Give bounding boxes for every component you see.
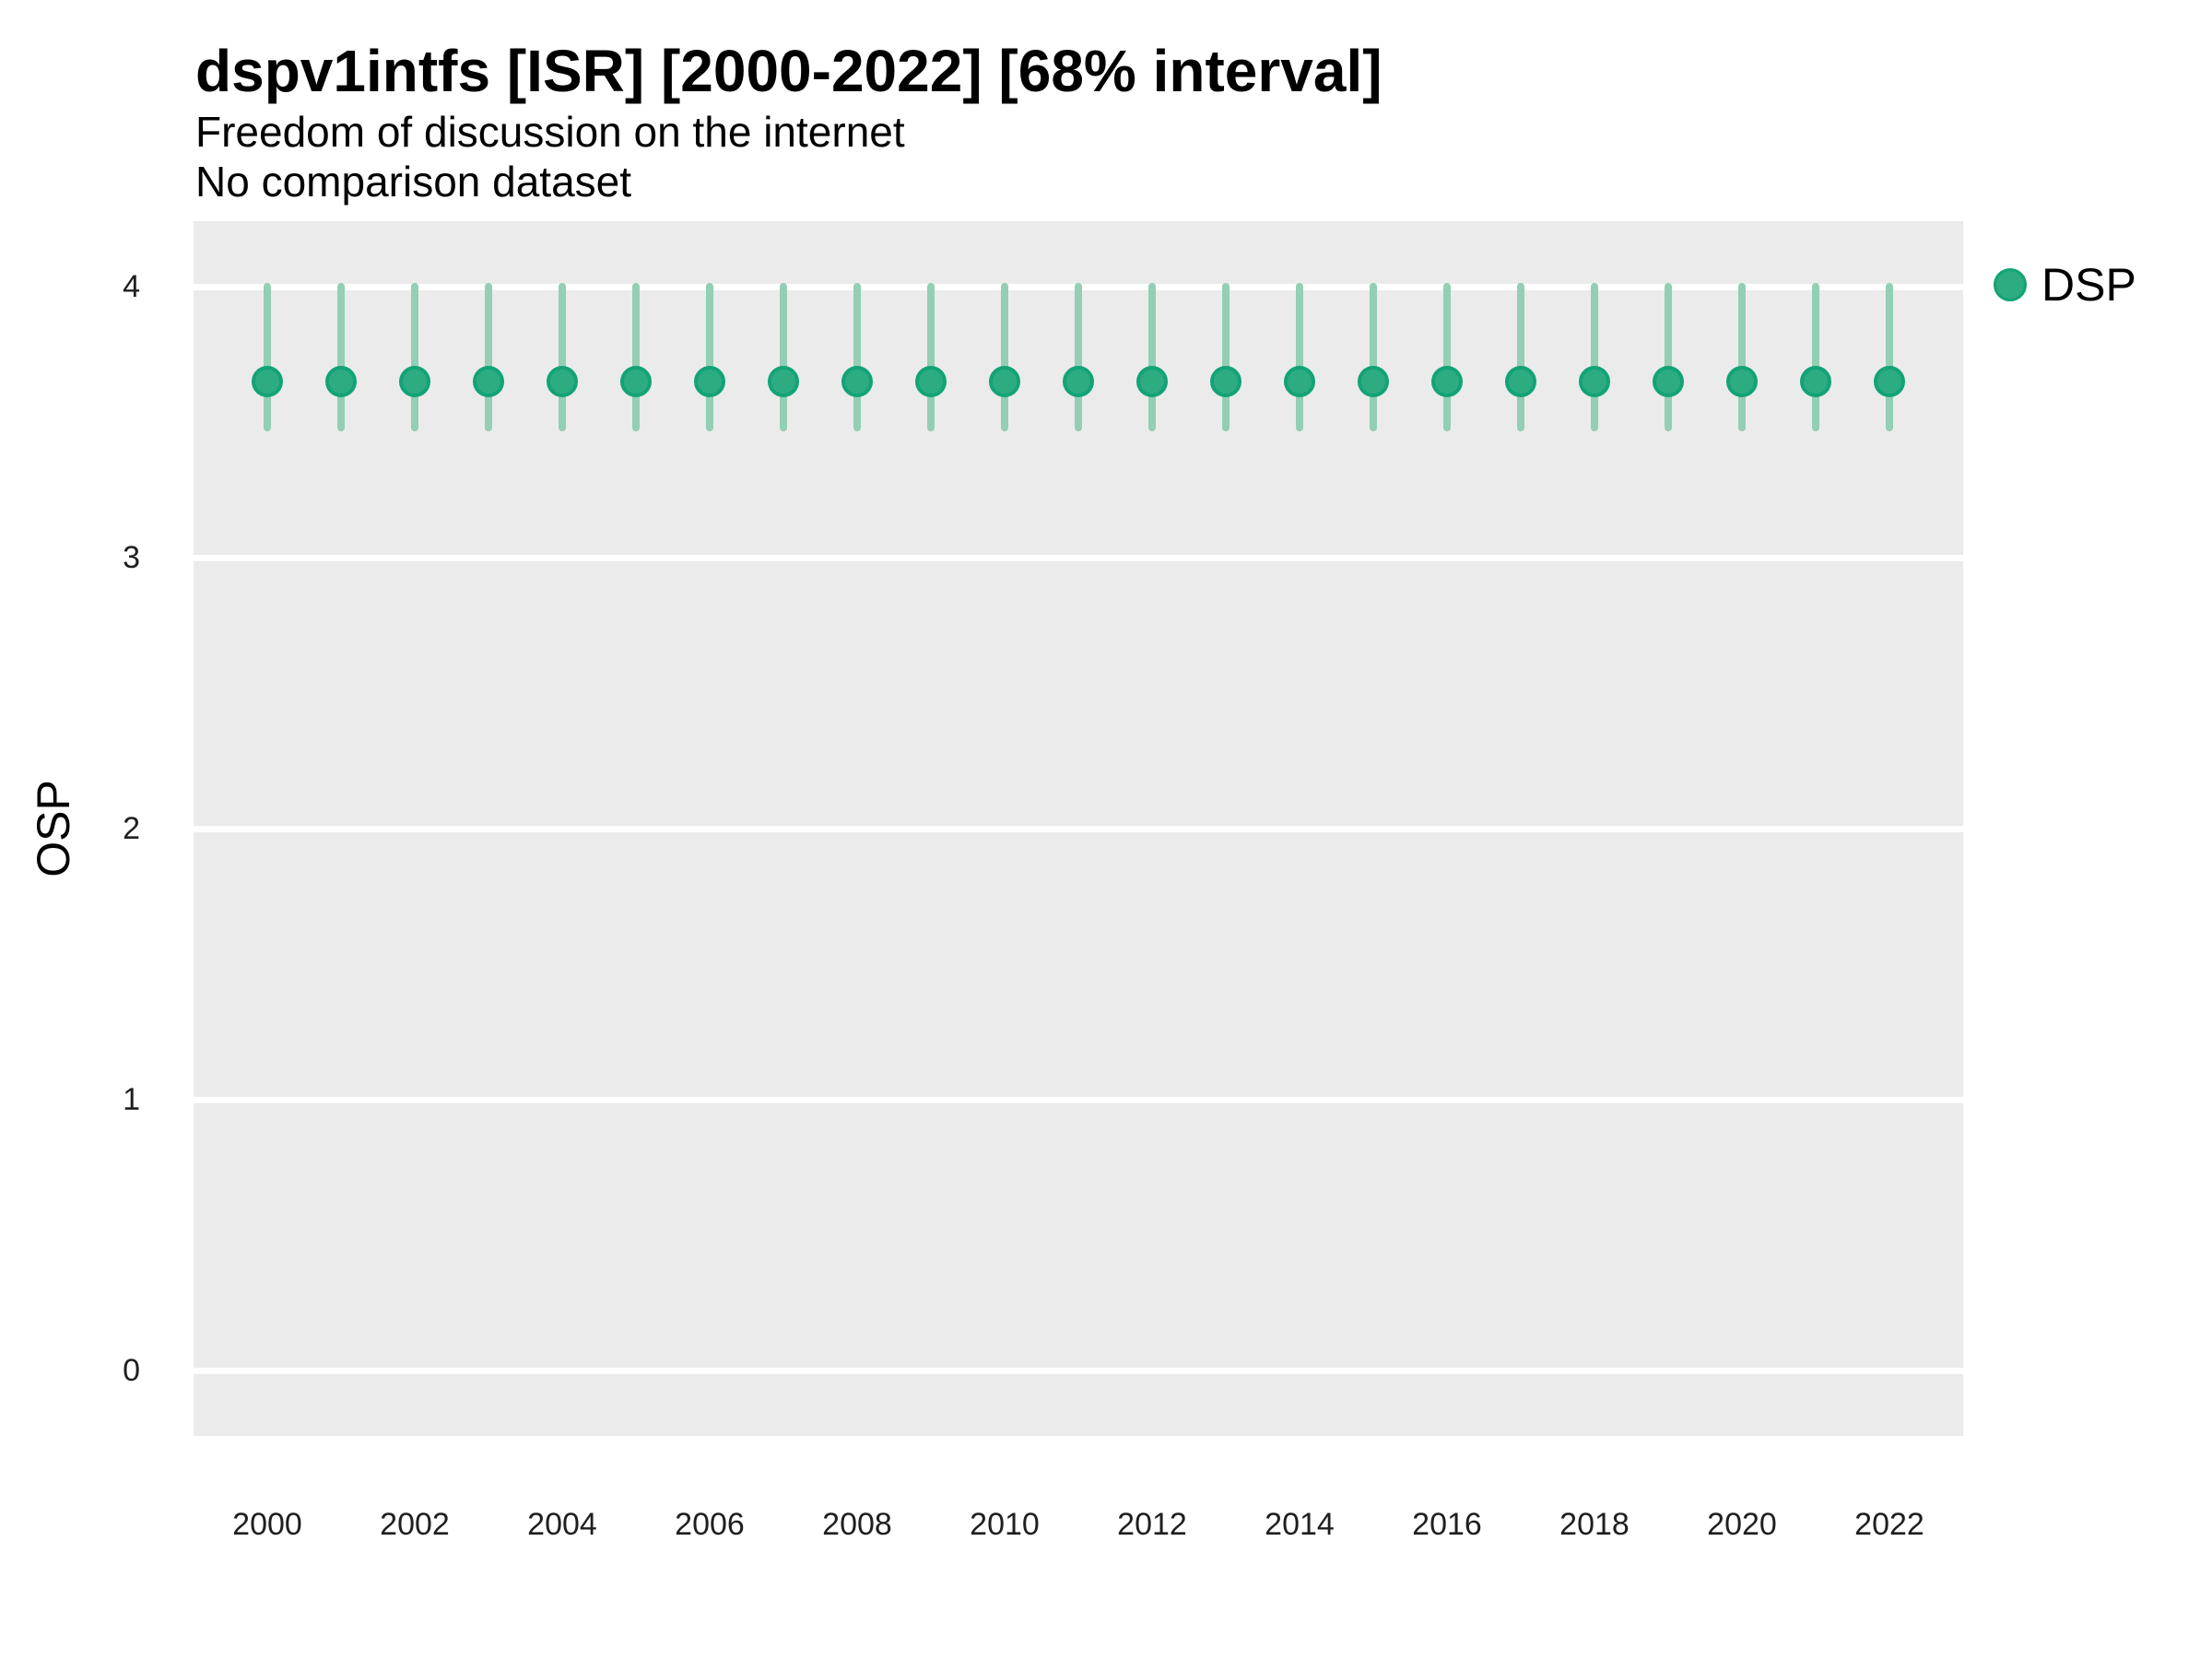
interval-bar — [853, 283, 861, 431]
interval-bar — [1443, 283, 1451, 431]
interval-bar — [559, 283, 566, 431]
x-tick-label: 2020 — [1707, 1507, 1777, 1542]
data-point — [1505, 365, 1536, 397]
data-point — [1210, 365, 1241, 397]
x-tick-label: 2010 — [970, 1507, 1040, 1542]
interval-bar — [337, 283, 345, 431]
data-point — [252, 365, 283, 397]
interval-bar — [1370, 283, 1377, 431]
data-point — [1653, 365, 1684, 397]
interval-bar — [1665, 283, 1672, 431]
interval-bar — [1886, 283, 1893, 431]
data-point — [1800, 365, 1831, 397]
data-point — [989, 365, 1020, 397]
data-point — [694, 365, 725, 397]
x-tick-label: 2022 — [1854, 1507, 1924, 1542]
data-point — [399, 365, 430, 397]
x-tick-label: 2006 — [675, 1507, 745, 1542]
data-point — [547, 365, 578, 397]
interval-bar — [1738, 283, 1746, 431]
x-tick-label: 2012 — [1117, 1507, 1187, 1542]
interval-bar — [1148, 283, 1156, 431]
legend: DSP — [1994, 258, 2136, 312]
interval-bar — [706, 283, 713, 431]
x-tick-label: 2004 — [527, 1507, 597, 1542]
chart-title: dspv1intfs [ISR] [2000-2022] [68% interv… — [195, 38, 1382, 104]
data-point — [1579, 365, 1610, 397]
chart-subtitle: Freedom of discussion on the internet — [195, 108, 905, 156]
data-point — [325, 365, 357, 397]
interval-bar — [1812, 283, 1819, 431]
interval-bar — [1001, 283, 1008, 431]
y-tick-label: 4 — [123, 269, 140, 304]
data-point — [1726, 365, 1758, 397]
interval-bar — [1222, 283, 1230, 431]
x-tick-label: 2018 — [1559, 1507, 1630, 1542]
interval-bar — [1075, 283, 1082, 431]
gridline-y-2 — [194, 825, 1963, 832]
interval-bar — [411, 283, 418, 431]
x-tick-label: 2014 — [1265, 1507, 1335, 1542]
chart-subtitle-2: No comparison dataset — [195, 158, 632, 206]
data-point — [1431, 365, 1463, 397]
gridline-y-3 — [194, 554, 1963, 561]
legend-label: DSP — [2041, 259, 2136, 311]
interval-bar — [485, 283, 492, 431]
data-point — [1874, 365, 1905, 397]
y-tick-label: 2 — [123, 811, 140, 846]
interval-bar — [1296, 283, 1303, 431]
data-point — [1063, 365, 1094, 397]
y-tick-label: 0 — [123, 1353, 140, 1388]
gridline-y-1 — [194, 1096, 1963, 1103]
data-point — [768, 365, 799, 397]
data-point — [841, 365, 873, 397]
data-point — [915, 365, 947, 397]
x-tick-label: 2000 — [232, 1507, 302, 1542]
interval-bar — [927, 283, 935, 431]
data-point — [1284, 365, 1315, 397]
interval-bar — [264, 283, 271, 431]
interval-bar — [632, 283, 640, 431]
interval-bar — [1591, 283, 1598, 431]
data-point — [1358, 365, 1389, 397]
interval-bar — [780, 283, 787, 431]
data-point — [473, 365, 504, 397]
legend-dot-icon — [1994, 268, 2027, 301]
x-tick-label: 2002 — [380, 1507, 450, 1542]
data-point — [1136, 365, 1168, 397]
gridline-y-0 — [194, 1367, 1963, 1374]
interval-bar — [1517, 283, 1524, 431]
y-tick-label: 1 — [123, 1082, 140, 1117]
data-point — [620, 365, 652, 397]
x-tick-label: 2008 — [822, 1507, 892, 1542]
chart-panel — [194, 221, 1963, 1436]
y-tick-label: 3 — [123, 540, 140, 575]
x-tick-label: 2016 — [1412, 1507, 1482, 1542]
